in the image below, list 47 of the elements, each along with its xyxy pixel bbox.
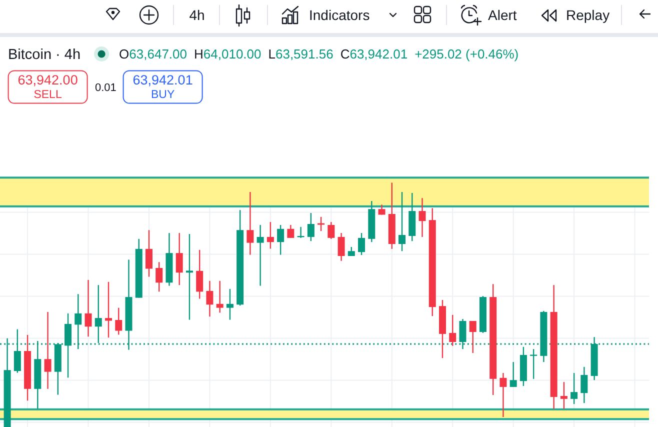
text: Indicators: [309, 6, 370, 23]
candlestick: [500, 372, 507, 418]
candlestick: [560, 381, 568, 410]
text: 63,942.00: [18, 72, 78, 88]
candlestick: [277, 224, 284, 256]
candlestick: [510, 361, 517, 388]
candlestick: [206, 280, 214, 318]
text: C63,942.01: [340, 46, 408, 62]
candlestick: [105, 281, 112, 338]
text: H64,010.00: [194, 46, 262, 62]
candlestick: [530, 348, 538, 380]
candlestick: [256, 224, 264, 286]
candlestick: [216, 280, 224, 314]
text: Alert: [488, 6, 517, 23]
candlestick: [418, 197, 426, 238]
chart-title: Bitcoin · 4h: [8, 47, 81, 64]
candlestick: [328, 221, 335, 240]
candlestick: [287, 224, 294, 239]
candlestick: [156, 262, 163, 292]
candlestick: [145, 229, 152, 278]
candlestick: [358, 232, 366, 256]
text: L63,591.56: [268, 46, 334, 62]
candlestick: [449, 314, 456, 346]
candlestick: [398, 191, 406, 252]
candlestick: [570, 372, 578, 405]
candlestick: [469, 320, 476, 354]
candlestick: [186, 233, 193, 320]
text: 63,942.01: [132, 72, 193, 88]
text: BUY: [150, 89, 175, 102]
candlestick: [226, 288, 234, 320]
candlestick: [338, 232, 345, 262]
text: Replay: [566, 6, 610, 23]
candlestick: [196, 249, 204, 300]
candlestick: [115, 307, 122, 336]
candlestick: [266, 221, 274, 250]
text: 0.01: [94, 82, 116, 94]
candlestick: [84, 279, 92, 338]
candlestick: [176, 232, 183, 286]
candlestick: [348, 246, 355, 257]
candlestick: [246, 191, 254, 256]
candlestick: [44, 311, 52, 390]
candlestick: [580, 366, 588, 404]
text: O63,647.00: [119, 46, 188, 62]
candlestick: [307, 212, 314, 242]
text: SELL: [34, 89, 62, 102]
text: +295.02 (+0.46%): [414, 46, 519, 62]
text: 4h: [189, 6, 205, 23]
